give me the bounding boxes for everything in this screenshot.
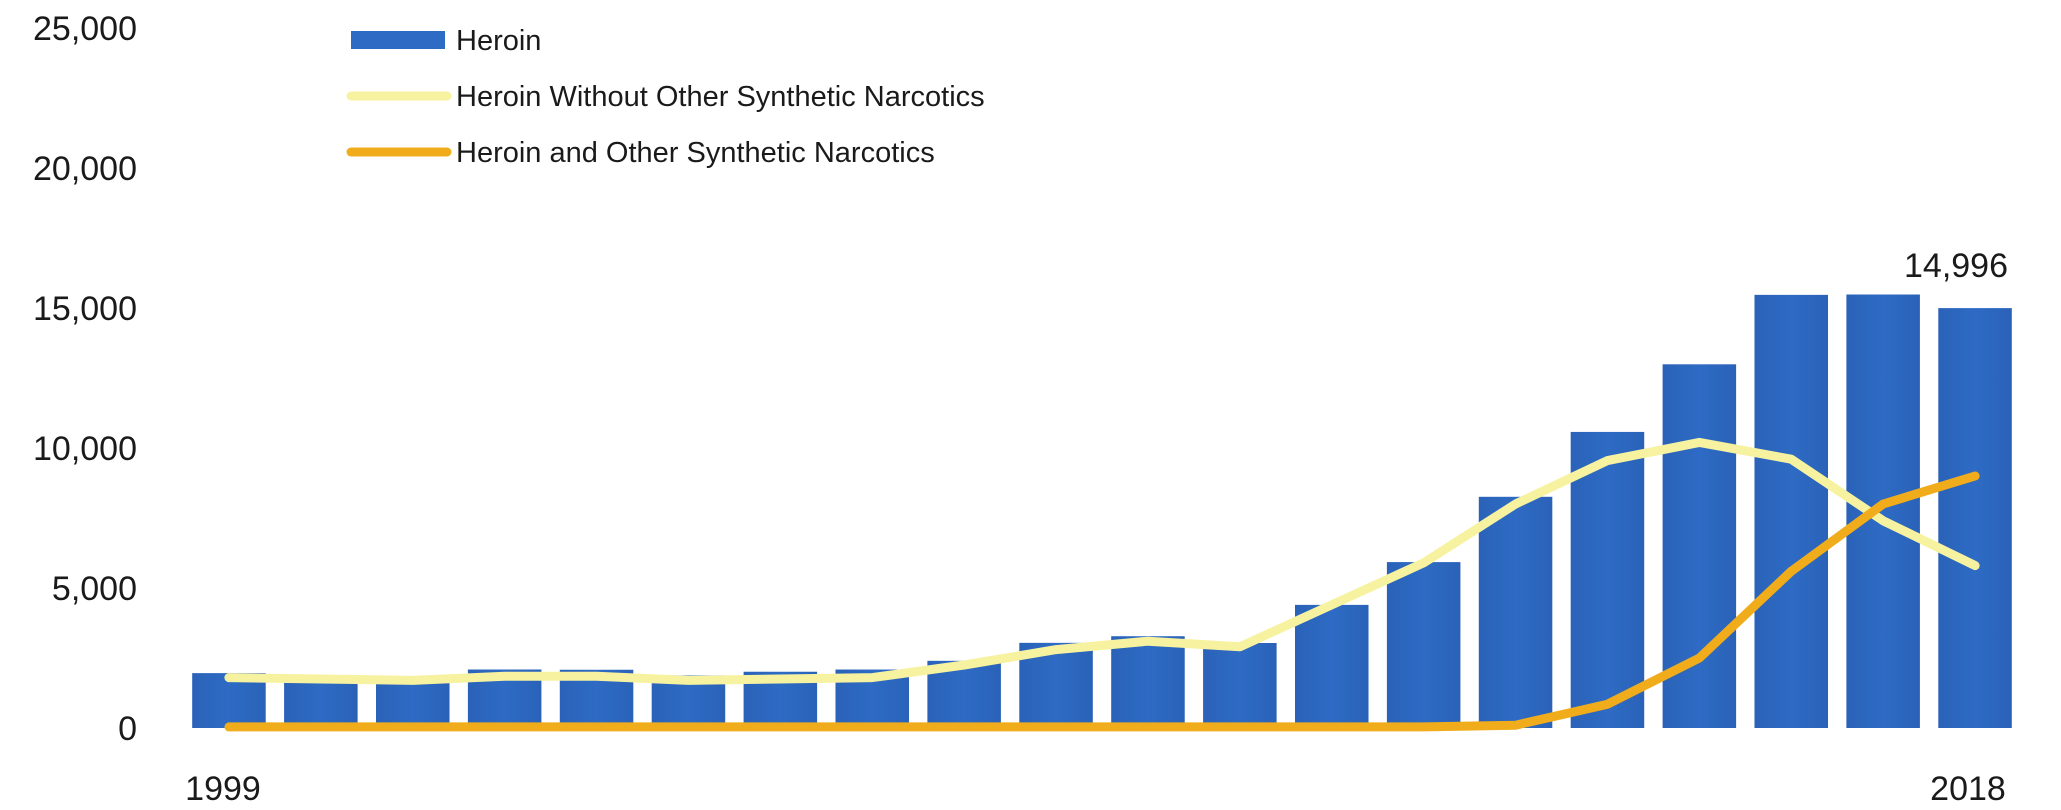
bar-heroin-2013 [1478, 496, 1553, 728]
bar-heroin-2009 [1111, 636, 1185, 728]
x-axis: 1999 2018 [185, 770, 2006, 808]
line-heroin-and-synthetic [224, 471, 1980, 732]
bar-heroin-2017 [1846, 294, 1920, 728]
bar-heroin-2010 [1203, 642, 1277, 728]
legend-label: Heroin [456, 25, 541, 57]
y-axis: 0 5,000 10,000 15,000 20,000 25,000 [33, 10, 137, 748]
data-label-last-bar: 14,996 [1904, 247, 2008, 285]
line-heroin-without-synthetic [224, 437, 1980, 685]
y-tick-label: 25,000 [33, 10, 137, 48]
legend-swatch-heroin [351, 31, 445, 49]
y-tick-label: 20,000 [33, 150, 137, 188]
bar-heroin-2014 [1570, 431, 1645, 728]
x-tick-label-first: 1999 [185, 770, 261, 808]
y-tick-label: 0 [118, 710, 137, 748]
bar-heroin-2016 [1754, 294, 1829, 728]
bar-series [192, 294, 2012, 728]
annotations: 14,996 [1904, 247, 2008, 285]
bar-heroin-2001 [375, 678, 450, 728]
y-tick-label: 10,000 [33, 430, 137, 468]
bar-heroin-2012 [1386, 562, 1461, 728]
y-tick-label: 5,000 [52, 570, 137, 608]
legend-label: Heroin and Other Synthetic Narcotics [456, 137, 935, 169]
y-tick-label: 15,000 [33, 290, 137, 328]
line-series-group [224, 437, 1980, 732]
bar-heroin-2000 [284, 676, 358, 728]
legend: Heroin Heroin Without Other Synthetic Nar… [346, 25, 985, 169]
x-tick-label-last: 2018 [1930, 770, 2006, 808]
bar-heroin-2018 [1938, 308, 2012, 728]
legend-label: Heroin Without Other Synthetic Narcotics [456, 81, 985, 113]
bar-heroin-2011 [1294, 604, 1369, 728]
